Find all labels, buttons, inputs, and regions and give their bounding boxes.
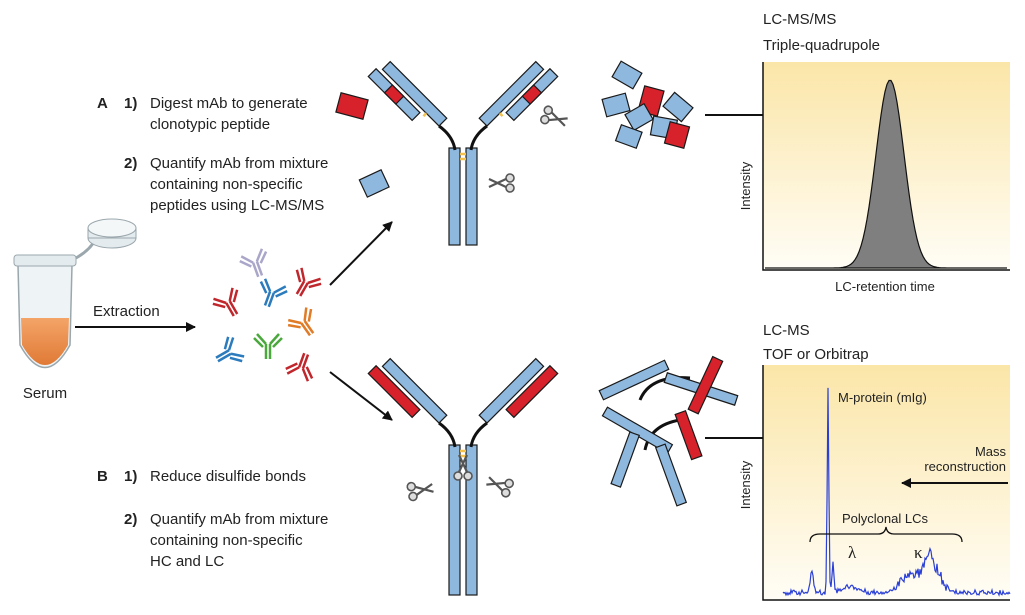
axes	[762, 365, 1010, 601]
step-number: 2)	[124, 155, 137, 172]
panel-letter: A	[97, 95, 108, 112]
step-text: containing non-specific	[150, 176, 303, 193]
step-text: Reduce disulfide bonds	[150, 468, 306, 485]
antibody	[367, 56, 571, 246]
step-text: Digest mAb to generate	[150, 95, 308, 112]
axes	[762, 62, 1010, 271]
panel-letter: B	[97, 468, 108, 485]
step-number: 1)	[124, 95, 137, 112]
spectrum-trace	[782, 387, 1011, 597]
step-text: peptides using LC-MS/MS	[150, 197, 324, 214]
y-axis-label: Intensity	[738, 161, 753, 210]
peptide-icon	[335, 91, 369, 121]
serum-label: Serum	[23, 385, 67, 402]
arrow-label: Mass	[975, 444, 1007, 459]
peptide-fragments	[601, 60, 694, 149]
antibody-mixture	[208, 246, 325, 384]
extraction-label: Extraction	[93, 303, 160, 320]
plot-title: LC-MS	[763, 322, 810, 339]
arrow	[329, 221, 393, 286]
step-text: clonotypic peptide	[150, 116, 270, 133]
peak-label: M-protein (mIg)	[838, 390, 927, 405]
brace	[809, 526, 963, 543]
step-text: HC and LC	[150, 553, 224, 570]
group-label: Polyclonal LCs	[842, 511, 928, 526]
step-number: 2)	[124, 511, 137, 528]
lambda-label: λ	[848, 543, 857, 562]
x-axis-label: LC-retention time	[835, 279, 935, 294]
step-number: 1)	[124, 468, 137, 485]
antibody	[367, 354, 559, 596]
peptide-icon	[358, 168, 390, 198]
plot-subtitle: TOF or Orbitrap	[763, 346, 869, 363]
y-axis-label: Intensity	[738, 460, 753, 509]
plot-title: LC-MS/MS	[763, 11, 836, 28]
plot-subtitle: Triple-quadrupole	[763, 37, 880, 54]
step-text: Quantify mAb from mixture	[150, 155, 328, 172]
step-text: containing non-specific	[150, 532, 303, 549]
arrow	[329, 371, 393, 421]
chain-fragments	[598, 355, 739, 507]
arrow-label: reconstruction	[924, 459, 1006, 474]
kappa-label: κ	[914, 543, 923, 562]
step-text: Quantify mAb from mixture	[150, 511, 328, 528]
serum-tube	[13, 218, 137, 369]
chromatogram-peak	[765, 79, 1007, 269]
